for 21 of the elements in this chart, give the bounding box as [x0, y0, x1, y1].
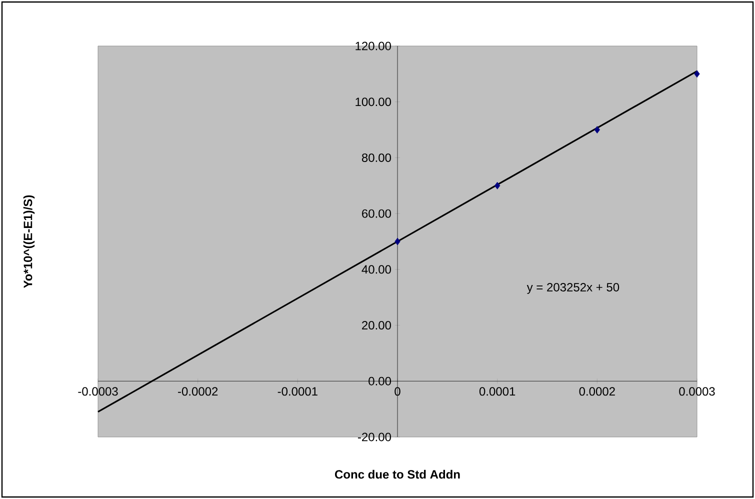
point — [594, 126, 600, 134]
y-tick-label: 60.00 — [362, 209, 391, 218]
x-axis-title: Conc due to Std Addn — [334, 470, 460, 479]
y-axis-title: Yo*10^((E-E1)/S) — [23, 195, 35, 288]
y-tick-label: 100.00 — [356, 98, 391, 106]
x-tick-label: 0.0002 — [579, 387, 615, 396]
y-tick-label: 20.00 — [362, 321, 391, 330]
x-tick-label: 0.0003 — [679, 387, 715, 396]
y-tick-label: -20.00 — [358, 432, 391, 442]
x-tick-label: -0.0001 — [278, 387, 318, 396]
x-tick-label: 0 — [394, 387, 400, 396]
x-tick-label: 0.0001 — [479, 387, 516, 396]
x-tick-label: -0.0002 — [178, 387, 218, 396]
point — [394, 238, 400, 246]
point — [494, 182, 500, 190]
y-tick-label: 40.00 — [362, 265, 391, 274]
point — [694, 70, 700, 78]
x-tick-label: -0.0003 — [78, 387, 118, 396]
y-tick-label: 80.00 — [362, 153, 391, 162]
y-tick-label: 120.00 — [356, 42, 391, 50]
annotation: y = 203252x + 50 — [526, 282, 620, 294]
